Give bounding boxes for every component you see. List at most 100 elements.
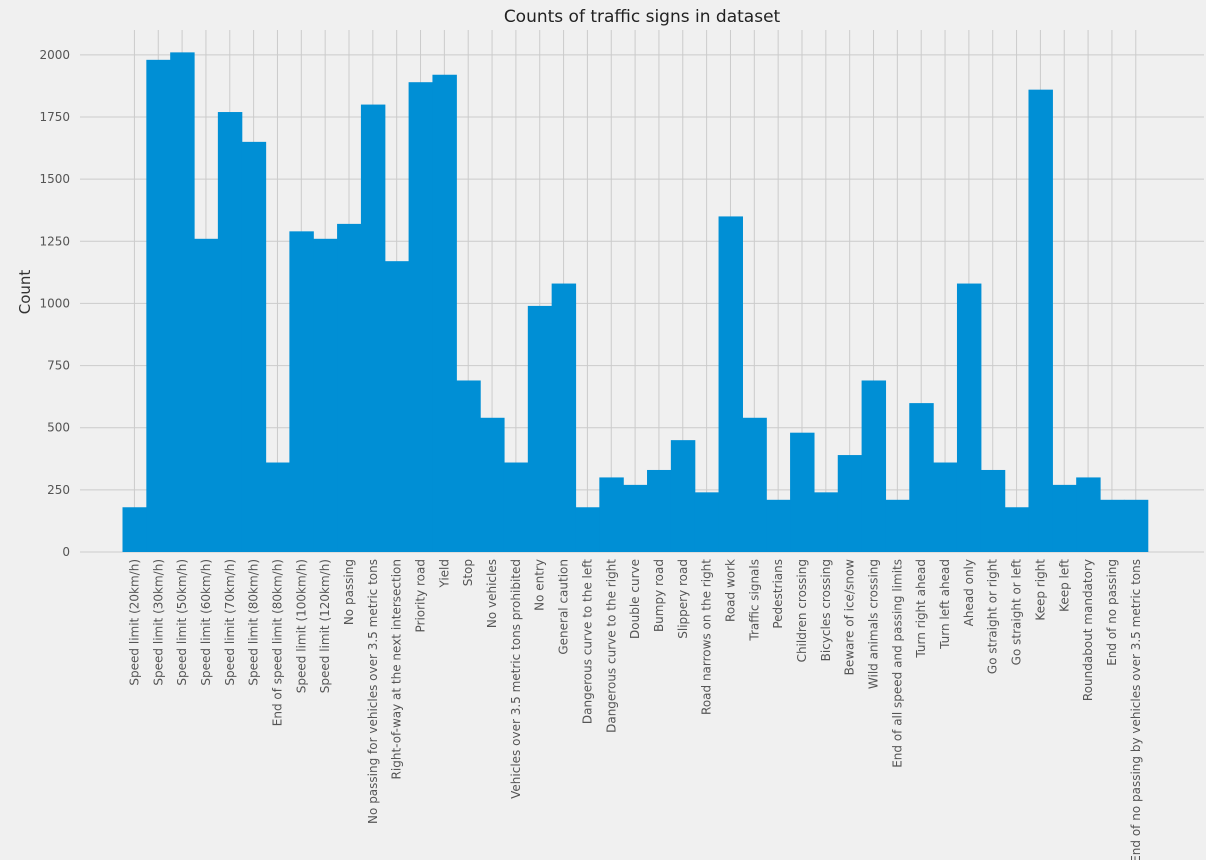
x-tick-label: No passing — [342, 559, 356, 625]
x-tick-label: Road narrows on the right — [700, 559, 714, 715]
x-tick-label: Children crossing — [795, 559, 809, 662]
bar — [647, 469, 672, 552]
bar — [1028, 89, 1053, 553]
x-tick-label: Speed limit (20km/h) — [127, 559, 141, 686]
x-tick-label: End of no passing by vehicles over 3.5 m… — [1129, 559, 1143, 860]
bar — [623, 484, 648, 552]
x-tick-label: No vehicles — [485, 559, 499, 628]
bar — [360, 104, 386, 553]
bar — [1100, 499, 1125, 552]
x-tick-label: Traffic signals — [747, 559, 761, 642]
bar — [122, 507, 147, 552]
x-tick-label: Dangerous curve to the left — [580, 559, 594, 724]
x-tick-label: Speed limit (70km/h) — [223, 559, 237, 686]
x-tick-labels: Speed limit (20km/h) Speed limit (30km/h)… — [127, 559, 1142, 860]
bar — [408, 82, 434, 552]
bar — [1052, 484, 1077, 552]
y-tick-label: 0 — [62, 545, 70, 559]
bar — [575, 507, 600, 552]
bar — [1076, 477, 1101, 552]
bar — [265, 462, 290, 552]
bar — [909, 403, 934, 552]
x-tick-label: Go straight or left — [1010, 559, 1024, 666]
x-tick-label: Speed limit (50km/h) — [175, 559, 189, 686]
bar — [790, 432, 815, 552]
bar — [1123, 499, 1149, 552]
x-tick-label: Bumpy road — [652, 559, 666, 632]
x-tick-label: Vehicles over 3.5 metric tons prohibited — [509, 559, 523, 799]
bar — [337, 223, 362, 552]
bar — [837, 455, 863, 552]
bar — [933, 462, 958, 552]
x-tick-label: Priority road — [414, 559, 428, 633]
x-tick-label: Speed limit (100km/h) — [294, 559, 308, 693]
x-tick-label: End of all speed and passing limits — [890, 559, 904, 768]
x-tick-label: Keep left — [1057, 559, 1071, 612]
x-tick-label: End of no passing — [1105, 559, 1119, 666]
bars — [122, 52, 1149, 553]
bar — [241, 141, 267, 552]
bar — [503, 462, 529, 552]
x-tick-label: No entry — [533, 559, 547, 611]
bar — [551, 283, 577, 552]
x-tick-label: Double curve — [628, 559, 642, 639]
x-tick-label: Turn right ahead — [914, 559, 928, 659]
y-tick-label: 500 — [47, 421, 70, 435]
x-tick-label: No passing for vehicles over 3.5 metric … — [366, 559, 380, 824]
y-tick-label: 1250 — [39, 234, 70, 248]
bar — [527, 305, 553, 552]
x-tick-label: Keep right — [1033, 559, 1047, 621]
bar — [885, 499, 910, 552]
chart-title: Counts of traffic signs in dataset — [504, 7, 781, 27]
bar — [813, 492, 839, 552]
bar — [742, 417, 767, 552]
bar — [980, 469, 1006, 552]
x-tick-label: Speed limit (120km/h) — [318, 559, 332, 693]
bar — [384, 261, 410, 552]
x-tick-label: Yield — [437, 559, 451, 589]
bar — [718, 216, 743, 552]
x-tick-label: General caution — [557, 559, 571, 655]
x-tick-label: End of speed limit (80km/h) — [270, 559, 284, 726]
y-tick-label: 1500 — [39, 172, 70, 186]
y-tick-label: 1000 — [39, 296, 70, 310]
x-tick-label: Go straight or right — [986, 559, 1000, 674]
y-tick-labels: 0 250 500 750 1000 1250 1500 1750 2000 — [39, 48, 70, 559]
bar — [956, 283, 982, 552]
bar — [766, 499, 791, 552]
x-tick-label: Wild animals crossing — [867, 559, 881, 689]
x-tick-label: Pedestrians — [771, 559, 785, 629]
y-tick-label: 1750 — [39, 110, 70, 124]
bar — [432, 74, 457, 552]
bar — [217, 112, 243, 553]
bar — [861, 380, 887, 552]
x-tick-label: Turn left ahead — [938, 559, 952, 650]
bar — [146, 59, 171, 552]
y-tick-label: 750 — [47, 359, 70, 373]
bar — [670, 440, 696, 552]
x-tick-label: Roundabout mandatory — [1081, 559, 1095, 701]
bar — [313, 238, 338, 553]
bar — [480, 417, 505, 552]
x-tick-label: Slippery road — [676, 559, 690, 639]
bar — [289, 231, 314, 553]
x-tick-label: Dangerous curve to the right — [604, 559, 618, 733]
x-tick-label: Speed limit (60km/h) — [199, 559, 213, 686]
bar — [1004, 507, 1030, 552]
y-axis-label: Count — [16, 270, 34, 315]
bar — [694, 492, 720, 552]
bar — [170, 52, 195, 552]
x-tick-label: Speed limit (30km/h) — [151, 559, 165, 686]
x-tick-label: Road work — [723, 559, 737, 622]
bar — [456, 380, 481, 552]
x-tick-label: Speed limit (80km/h) — [247, 559, 261, 686]
x-tick-label: Right-of-way at the next intersection — [390, 559, 404, 779]
x-tick-label: Stop — [461, 559, 475, 586]
bar — [194, 238, 219, 553]
x-tick-label: Bicycles crossing — [819, 559, 833, 661]
bar — [599, 477, 624, 552]
y-tick-label: 2000 — [39, 48, 70, 62]
x-tick-label: Ahead only — [962, 559, 976, 626]
x-tick-label: Beware of ice/snow — [843, 559, 857, 676]
